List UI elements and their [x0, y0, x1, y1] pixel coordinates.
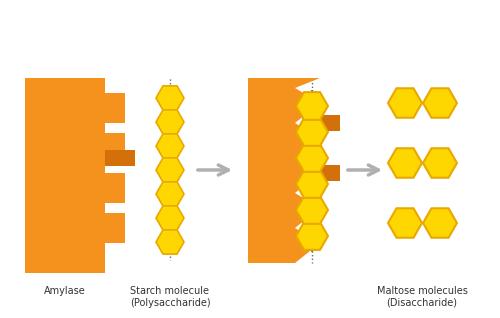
Polygon shape: [388, 148, 422, 178]
Text: Amylase: Amylase: [44, 286, 86, 296]
Polygon shape: [296, 222, 328, 250]
Polygon shape: [296, 92, 328, 120]
Polygon shape: [320, 165, 340, 181]
Polygon shape: [388, 208, 422, 238]
Polygon shape: [296, 118, 328, 146]
Polygon shape: [25, 78, 125, 273]
Polygon shape: [105, 150, 135, 166]
Polygon shape: [320, 115, 340, 131]
Polygon shape: [423, 208, 457, 238]
Polygon shape: [423, 148, 457, 178]
Polygon shape: [388, 88, 422, 118]
Polygon shape: [156, 206, 184, 230]
Polygon shape: [156, 230, 184, 254]
Polygon shape: [156, 110, 184, 134]
Polygon shape: [248, 78, 320, 263]
Text: Starch molecule
(Polysaccharide): Starch molecule (Polysaccharide): [130, 286, 210, 308]
Polygon shape: [156, 158, 184, 182]
Polygon shape: [156, 86, 184, 110]
Polygon shape: [296, 196, 328, 224]
Text: Maltose molecules
(Disaccharide): Maltose molecules (Disaccharide): [376, 286, 468, 308]
Polygon shape: [296, 144, 328, 172]
Polygon shape: [296, 170, 328, 198]
Polygon shape: [156, 134, 184, 158]
Polygon shape: [423, 88, 457, 118]
Polygon shape: [156, 182, 184, 206]
